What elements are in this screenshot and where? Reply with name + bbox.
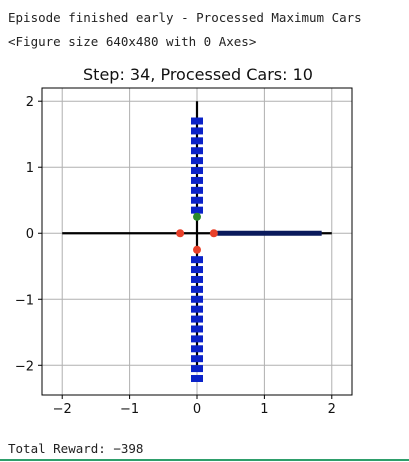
car-marker — [191, 186, 203, 194]
tick-label-y: 1 — [26, 161, 34, 176]
car-marker — [191, 137, 203, 145]
car-marker — [191, 157, 203, 165]
car-marker — [191, 117, 203, 125]
car-marker — [191, 285, 203, 293]
car-marker — [191, 355, 203, 363]
car-marker — [191, 206, 203, 214]
figure-repr-output: <Figure size 640x480 with 0 Axes> — [8, 34, 257, 49]
cars — [191, 117, 203, 382]
car-marker — [191, 196, 203, 204]
traffic-light-red — [193, 245, 201, 254]
car-marker — [191, 266, 203, 274]
car-marker — [191, 256, 203, 264]
tick-label-x: 1 — [260, 402, 268, 417]
axis-ticks: −2 −1 0 1 2 −2 −1 0 1 2 — [15, 95, 336, 417]
total-reward-output: Total Reward: −398 — [8, 441, 144, 456]
traffic-plot: Step: 34, Processed Cars: 10 −2 −1 0 1 2 −2 −1… — [15, 65, 353, 417]
car-marker — [191, 374, 203, 382]
traffic-light-green — [193, 212, 201, 221]
tick-label-x: −1 — [120, 402, 139, 417]
tick-label-y: 2 — [26, 95, 34, 110]
car-marker — [191, 176, 203, 184]
tick-label-y: −1 — [15, 293, 34, 308]
tick-label-x: 0 — [193, 402, 201, 417]
traffic-light-red — [209, 229, 218, 238]
status-output-line: Episode finished early - Processed Maxim… — [8, 10, 362, 25]
car-marker — [191, 365, 203, 373]
car-marker — [191, 147, 203, 155]
car-marker — [191, 335, 203, 343]
traffic-lights — [176, 212, 218, 254]
car-marker — [191, 315, 203, 323]
chart-title: Step: 34, Processed Cars: 10 — [83, 65, 313, 84]
car-marker — [191, 295, 203, 303]
car-marker — [191, 167, 203, 175]
tick-label-x: −2 — [53, 402, 72, 417]
tick-label-x: 2 — [328, 402, 336, 417]
traffic-light-red — [176, 229, 185, 238]
car-marker — [191, 345, 203, 353]
car-marker — [191, 127, 203, 135]
output-divider — [0, 459, 409, 461]
tick-label-y: 0 — [26, 227, 34, 242]
car-marker — [191, 325, 203, 333]
car-marker — [191, 275, 203, 283]
car-marker — [191, 305, 203, 313]
tick-label-y: −2 — [15, 359, 34, 374]
